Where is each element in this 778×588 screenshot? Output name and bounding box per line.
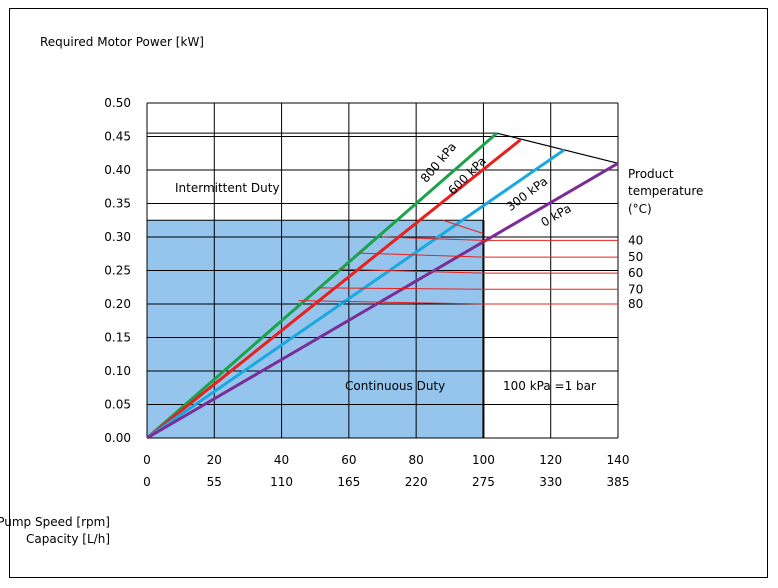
y-tick-label: 0.45 [104, 130, 131, 144]
temp-line [338, 268, 618, 274]
x2-tick-label: 165 [337, 475, 360, 489]
temp-label: 40 [628, 233, 643, 247]
intermittent-duty-label: Intermittent Duty [175, 181, 280, 195]
x2-tick-label: 275 [472, 475, 495, 489]
x2-tick-label: 0 [143, 475, 151, 489]
x2-tick-label: 385 [607, 475, 630, 489]
x-tick-label: 80 [409, 453, 424, 467]
y-tick-label: 0.05 [104, 398, 131, 412]
series-line-2 [146, 148, 566, 440]
x-tick-label: 100 [472, 453, 495, 467]
x-tick-label: 120 [539, 453, 562, 467]
x-axis-label: Pump Speed [rpm] [0, 515, 110, 529]
x-tick-label: 20 [207, 453, 222, 467]
x-tick-label: 0 [143, 453, 151, 467]
x2-tick-label: 55 [207, 475, 222, 489]
y-tick-label: 0.35 [104, 197, 131, 211]
series-line-3 [146, 162, 619, 440]
temp-line [318, 287, 618, 290]
temp-title-line3: (°C) [628, 202, 652, 216]
y-tick-label: 0.00 [104, 431, 131, 445]
y-tick-label: 0.50 [104, 96, 131, 110]
temp-title-line1: Product [628, 167, 674, 181]
y-tick-label: 0.10 [104, 364, 131, 378]
temp-label: 50 [628, 250, 643, 264]
x2-tick-label: 330 [539, 475, 562, 489]
series-line-0 [146, 132, 498, 440]
x2-tick-label: 220 [405, 475, 428, 489]
temp-guide-line [442, 219, 484, 235]
x2-tick-label: 110 [270, 475, 293, 489]
y-tick-label: 0.30 [104, 230, 131, 244]
y-tick-label: 0.25 [104, 264, 131, 278]
temp-line [298, 300, 618, 305]
series-label: 800 kPa [418, 140, 459, 186]
temp-line [382, 236, 618, 241]
y-tick-label: 0.40 [104, 163, 131, 177]
continuous-duty-area [147, 220, 484, 438]
continuous-duty-label: Continuous Duty [345, 379, 445, 393]
y-tick-label: 0.20 [104, 297, 131, 311]
series-line-1 [146, 138, 522, 440]
x-tick-label: 140 [607, 453, 630, 467]
envelope-line [496, 132, 619, 164]
temp-label: 80 [628, 297, 643, 311]
x2-axis-label: Capacity [L/h] [26, 532, 110, 546]
temp-label: 60 [628, 266, 643, 280]
y-tick-label: 0.15 [104, 331, 131, 345]
unit-note: 100 kPa =1 bar [503, 379, 596, 393]
temp-label: 70 [628, 282, 643, 296]
temp-title-line2: temperature [628, 184, 703, 198]
y-axis-label: Required Motor Power [kW] [40, 35, 204, 49]
temp-line [358, 252, 618, 258]
x-tick-label: 40 [274, 453, 289, 467]
x-tick-label: 60 [341, 453, 356, 467]
